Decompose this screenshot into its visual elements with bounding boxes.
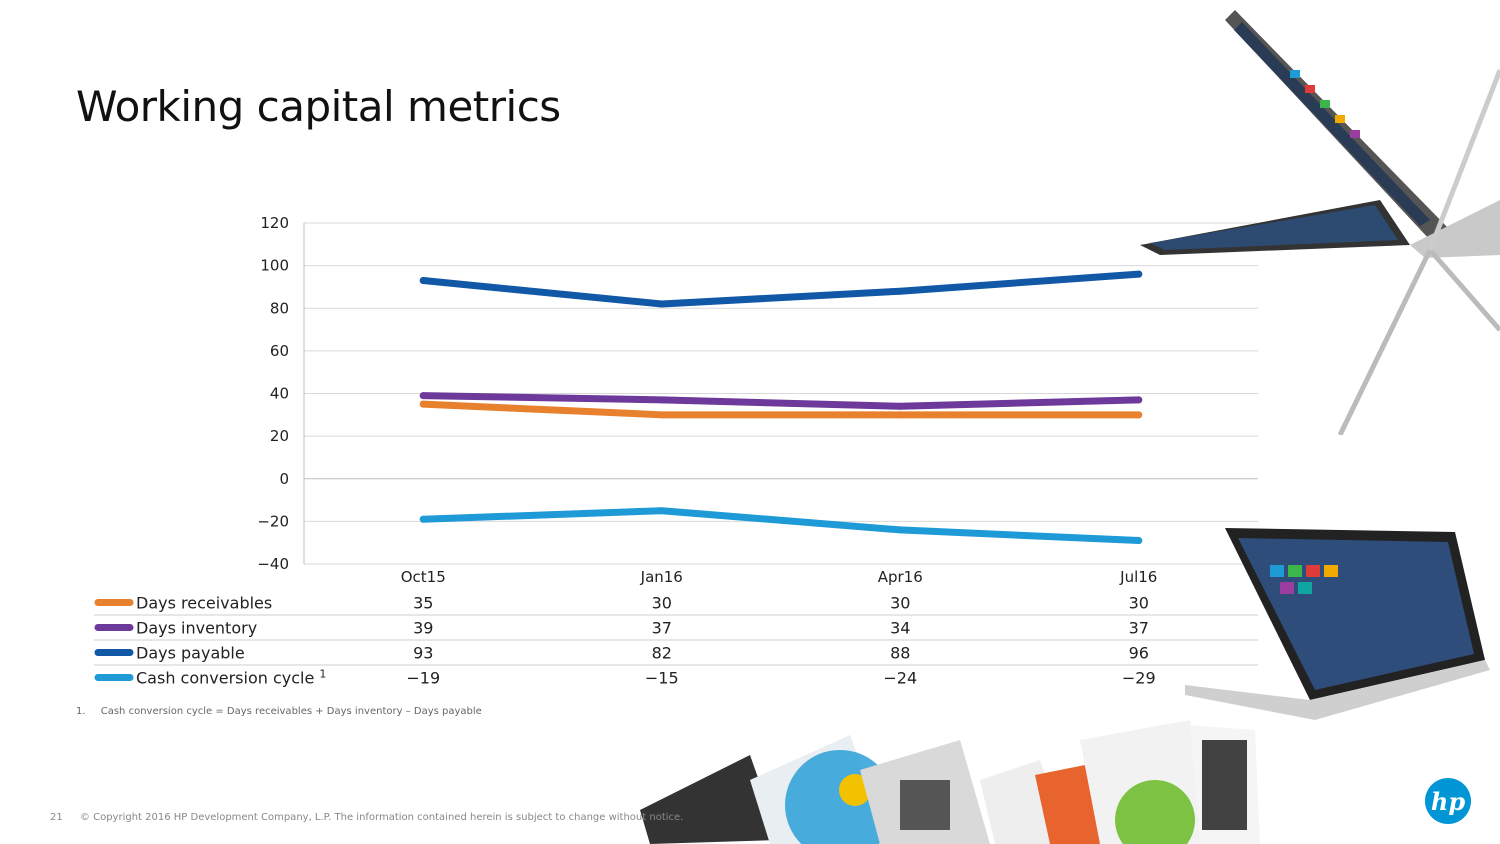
data-point bbox=[658, 507, 666, 515]
table-cell: 88 bbox=[890, 644, 910, 663]
data-point bbox=[658, 411, 666, 419]
data-point bbox=[1135, 396, 1143, 404]
table-cell: −24 bbox=[883, 669, 917, 688]
y-tick-label: −40 bbox=[257, 555, 289, 573]
table-cell: 30 bbox=[890, 594, 910, 613]
laptop-image-bottom bbox=[1185, 528, 1490, 720]
copyright-text: © Copyright 2016 HP Development Company,… bbox=[79, 812, 684, 823]
table-cell: 37 bbox=[652, 619, 672, 638]
data-point bbox=[658, 300, 666, 308]
y-tick-label: 0 bbox=[279, 470, 289, 488]
legend-label: Days inventory bbox=[136, 619, 257, 638]
series-line-2 bbox=[419, 270, 1143, 308]
data-point bbox=[896, 411, 904, 419]
page-number: 21 bbox=[50, 812, 63, 823]
table-cell: −15 bbox=[645, 669, 679, 688]
data-point bbox=[896, 526, 904, 534]
table-cell: −29 bbox=[1122, 669, 1156, 688]
data-point bbox=[419, 400, 427, 408]
gridlines bbox=[303, 222, 1258, 565]
legend-label: Days payable bbox=[136, 644, 245, 663]
x-tick-label: Apr16 bbox=[878, 568, 923, 586]
series-line-3 bbox=[419, 507, 1143, 545]
table-cell: 35 bbox=[413, 594, 433, 613]
y-axis-ticks: 120 100 80 60 40 20 0 −20 −40 bbox=[257, 214, 289, 573]
table-cell: 34 bbox=[890, 619, 910, 638]
data-point bbox=[658, 396, 666, 404]
legend-superscript: 1 bbox=[319, 668, 326, 681]
data-point bbox=[419, 392, 427, 400]
y-tick-label: 120 bbox=[260, 214, 289, 232]
legend-label: Days receivables bbox=[136, 594, 272, 613]
data-point bbox=[896, 287, 904, 295]
table-cell: 93 bbox=[413, 644, 433, 663]
table-cell: −19 bbox=[406, 669, 440, 688]
x-tick-label: Jul16 bbox=[1119, 568, 1157, 586]
x-axis-ticks: Oct15 Jan16 Apr16 Jul16 bbox=[401, 568, 1158, 586]
x-tick-label: Jan16 bbox=[640, 568, 683, 586]
table-cell: 37 bbox=[1129, 619, 1149, 638]
data-point bbox=[1135, 537, 1143, 545]
data-point bbox=[1135, 411, 1143, 419]
slide-title: Working capital metrics bbox=[76, 82, 561, 131]
x-tick-label: Oct15 bbox=[401, 568, 446, 586]
series-lines bbox=[419, 270, 1143, 545]
footnote-number: 1. bbox=[76, 706, 86, 717]
footnote: 1. Cash conversion cycle = Days receivab… bbox=[76, 706, 482, 717]
table-cell: 30 bbox=[1129, 594, 1149, 613]
table-cell: 39 bbox=[413, 619, 433, 638]
print-collage-image bbox=[640, 720, 1260, 844]
footer: 21 © Copyright 2016 HP Development Compa… bbox=[50, 812, 683, 823]
y-tick-label: 40 bbox=[270, 385, 289, 403]
y-tick-label: 60 bbox=[270, 342, 289, 360]
data-point bbox=[419, 515, 427, 523]
data-table: Days receivables 35 30 30 30 Days inventory 39… bbox=[94, 594, 1258, 688]
data-point bbox=[1135, 270, 1143, 278]
footnote-text: Cash conversion cycle = Days receivables… bbox=[100, 706, 482, 717]
y-tick-label: −20 bbox=[257, 512, 289, 530]
table-cell: 82 bbox=[652, 644, 672, 663]
series-line-1 bbox=[419, 392, 1143, 410]
table-cell: 96 bbox=[1129, 644, 1149, 663]
laptop-image-top bbox=[1140, 10, 1500, 435]
table-cell: 30 bbox=[652, 594, 672, 613]
y-tick-label: 80 bbox=[270, 299, 289, 317]
data-point bbox=[896, 402, 904, 410]
series-line-0 bbox=[419, 400, 1143, 419]
y-tick-label: 100 bbox=[260, 257, 289, 275]
legend-label: Cash conversion cycle 1 bbox=[136, 668, 326, 688]
hp-logo: hp bbox=[1425, 778, 1471, 824]
y-tick-label: 20 bbox=[270, 427, 289, 445]
data-point bbox=[419, 277, 427, 285]
